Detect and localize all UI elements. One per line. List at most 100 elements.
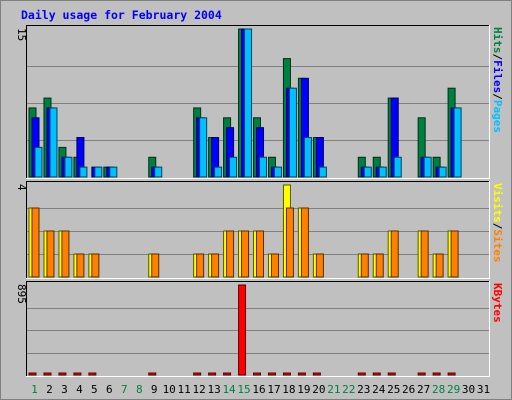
legend-entry-sites: Sites [491,229,504,262]
bar-kbytes-day-28 [432,372,441,376]
bar-sites-day-27 [420,230,429,278]
x-tick-label: 2 [46,383,53,396]
bar-kbytes-day-15 [238,284,247,376]
bar-sites-day-14 [226,230,235,278]
x-tick-label: 14 [222,383,236,396]
bar-pages-day-5 [94,166,103,178]
x-tick-label: 9 [151,383,158,396]
x-tick-label: 25 [387,383,400,396]
x-axis: 1 2 3 4 5 6 7 8 9 10 11 12 13 14 15 16 17 18 19 20 21 22 23 24 2… [31,383,490,396]
panel-background [26,281,490,377]
panel-visits: 4 Visits/Sites [15,181,504,279]
bar-sites-day-25 [390,230,399,278]
chart-title: Daily usage for February 2004 [21,8,222,22]
bar-kbytes-day-24 [372,372,381,376]
legend-entry-kbytes: KBytes [491,283,504,323]
bar-pages-day-15 [244,28,253,178]
x-tick-label: 16 [252,383,265,396]
bar-sites-day-1 [31,207,40,278]
x-tick-label: 20 [312,383,325,396]
bar-sites-day-2 [46,230,55,278]
bar-kbytes-day-27 [417,372,426,376]
bar-sites-day-12 [196,253,205,278]
bar-pages-day-23 [363,166,372,178]
bar-sites-day-23 [360,253,369,278]
bar-kbytes-day-9 [148,372,157,376]
bar-pages-day-27 [423,156,432,178]
bar-kbytes-day-2 [43,372,52,376]
x-tick-label: 10 [163,383,176,396]
y-max-label: 15 [15,28,28,41]
bar-kbytes-day-18 [282,372,291,376]
x-tick-label: 31 [477,383,490,396]
bar-kbytes-day-23 [357,372,366,376]
bar-sites-day-3 [61,230,70,278]
bar-pages-day-2 [49,107,58,178]
bar-pages-day-12 [199,117,208,178]
x-tick-label: 29 [447,383,460,396]
legend-entry-visits: Visits [491,183,504,223]
y-max-label: 895 [15,284,28,304]
legend-visits: Visits/Sites [491,183,504,263]
x-tick-label: 5 [91,383,98,396]
legend-kbytes: KBytes [491,283,504,323]
x-tick-label: 19 [297,383,310,396]
x-tick-label: 27 [417,383,430,396]
bar-pages-day-1 [34,146,43,178]
bar-sites-day-15 [241,230,250,278]
x-tick-label: 30 [462,383,475,396]
x-tick-label: 11 [178,383,191,396]
bar-kbytes-day-3 [58,372,67,376]
x-tick-label: 22 [342,383,355,396]
x-tick-label: 26 [402,383,415,396]
bar-sites-day-18 [285,207,294,278]
bar-pages-day-13 [214,166,223,178]
bar-kbytes-day-20 [312,372,321,376]
bar-pages-day-17 [273,166,282,178]
bar-pages-day-14 [229,156,238,178]
x-tick-label: 28 [432,383,445,396]
bar-kbytes-day-25 [387,372,396,376]
bar-kbytes-day-16 [253,372,262,376]
x-tick-label: 3 [61,383,68,396]
bar-pages-day-16 [259,156,268,178]
x-tick-label: 18 [282,383,295,396]
legend-separator: / [491,54,504,61]
bar-sites-day-20 [315,253,324,278]
x-tick-label: 13 [207,383,220,396]
bar-kbytes-day-19 [297,372,306,376]
bar-kbytes-day-29 [447,372,456,376]
x-tick-label: 4 [76,383,83,396]
bar-pages-day-6 [109,166,118,178]
y-max-label: 4 [15,184,28,191]
bar-pages-day-18 [288,87,297,178]
bar-kbytes-day-17 [267,372,276,376]
x-tick-label: 15 [237,383,250,396]
bar-sites-day-13 [211,253,220,278]
x-tick-label: 12 [193,383,206,396]
bar-sites-day-4 [76,253,85,278]
bar-kbytes-day-1 [28,372,37,376]
legend-separator: / [491,223,504,230]
legend-entry-hits: Hits [491,27,504,54]
bar-sites-day-29 [450,230,459,278]
bar-pages-day-4 [79,166,88,178]
bar-sites-day-28 [435,253,444,278]
legend-hits: Hits/Files/Pages [491,27,504,133]
bar-pages-day-28 [438,166,447,178]
bar-pages-day-3 [64,156,73,178]
x-tick-label: 6 [106,383,113,396]
bar-sites-day-17 [270,253,279,278]
legend-entry-pages: Pages [491,100,504,133]
bar-sites-day-5 [91,253,100,278]
bar-kbytes-day-5 [88,372,97,376]
legend-separator: / [491,93,504,100]
bar-sites-day-16 [256,230,265,278]
x-tick-label: 23 [357,383,370,396]
bar-kbytes-day-4 [73,372,82,376]
x-tick-label: 7 [121,383,128,396]
bar-pages-day-24 [378,166,387,178]
bar-sites-day-19 [300,207,309,278]
